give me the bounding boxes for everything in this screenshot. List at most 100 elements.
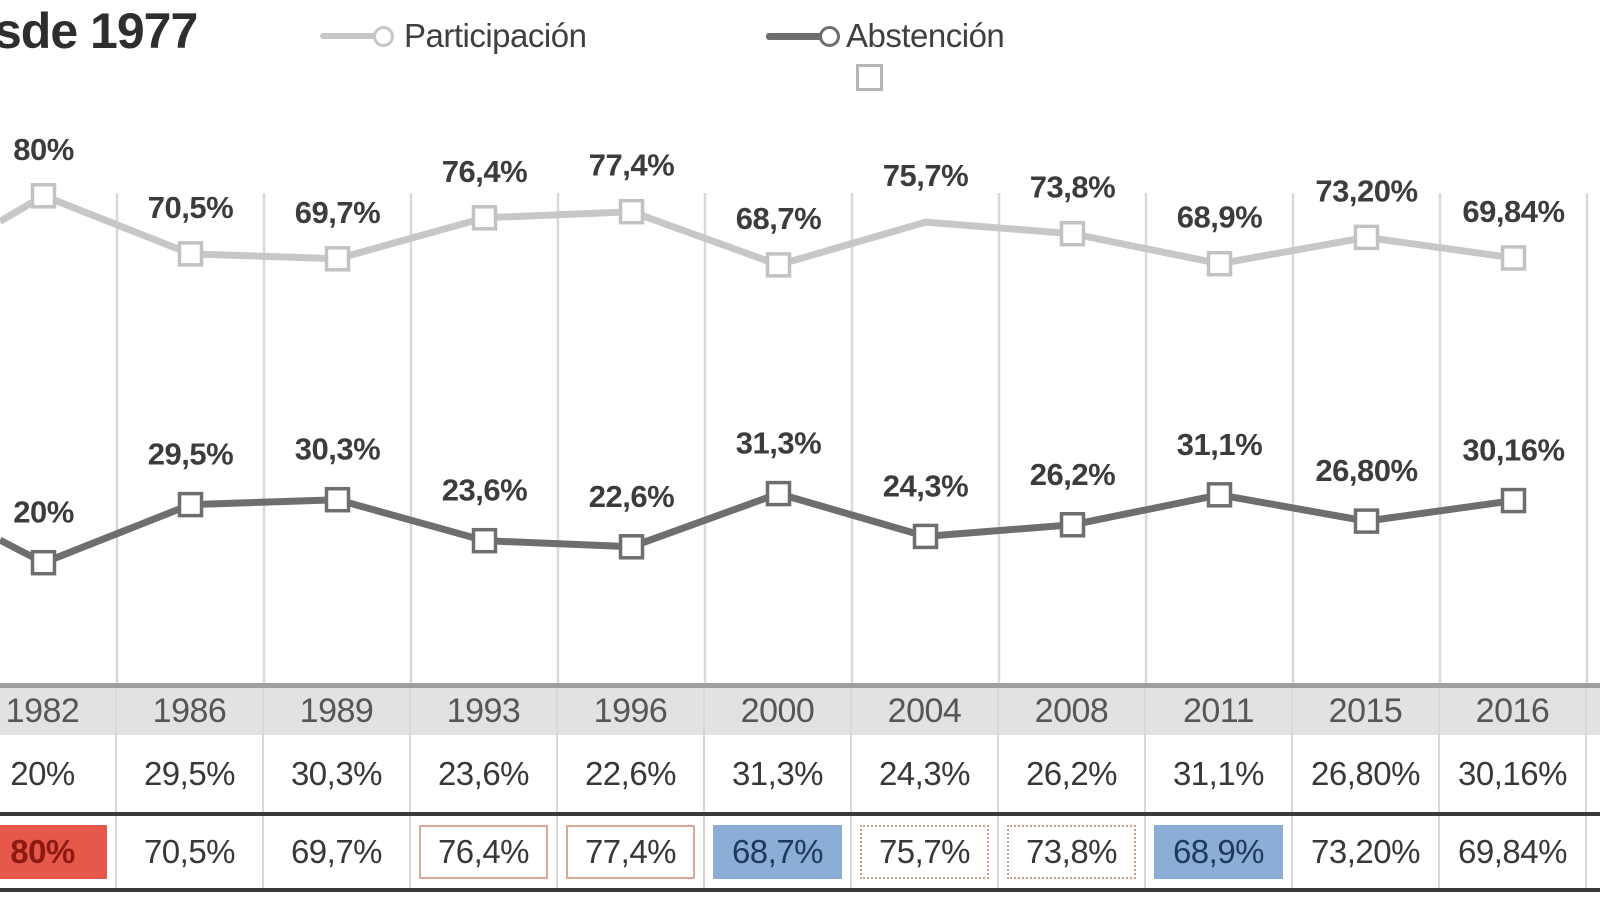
participacion-cell: 80% <box>0 816 117 888</box>
table-stub <box>1587 735 1600 812</box>
year-cell: 2015 <box>1293 688 1440 735</box>
abstencion-value: 24,3% <box>878 754 971 792</box>
participacion-value: 69,7% <box>290 833 383 870</box>
year-header-row: 1982 1986 1989 1993 1996 2000 2004 2008 2011 2015… <box>0 683 1600 735</box>
abstencion-line-swatch <box>766 32 824 40</box>
abstencion-cell: 22,6% <box>558 735 705 812</box>
abstencion-marker <box>324 486 351 513</box>
participacion-marker <box>30 183 57 209</box>
participacion-cell: 73,20% <box>1293 816 1440 888</box>
abstencion-row: 20% 29,5% 30,3% 23,6% 22,6% 31,3% 24,3% 26,2% 31… <box>0 735 1600 816</box>
participacion-marker <box>1206 250 1233 277</box>
participacion-data-label: 68,9% <box>1177 200 1262 235</box>
legend-item-abstencion: Abstención <box>766 16 1005 56</box>
highlight-fill-red: 80% <box>0 825 107 879</box>
abstencion-cell: 29,5% <box>117 735 264 812</box>
year-cell: 1982 <box>0 688 117 735</box>
abstencion-marker <box>1353 508 1380 534</box>
circle-marker-icon <box>819 25 840 47</box>
abstencion-value: 29,5% <box>143 754 236 792</box>
abstencion-value: 31,1% <box>1172 754 1265 792</box>
abstencion-marker <box>1206 482 1233 508</box>
circle-marker-icon <box>373 25 394 47</box>
participacion-line <box>0 192 1514 269</box>
abstencion-data-label: 26,80% <box>1315 453 1417 488</box>
participacion-data-label: 73,8% <box>1030 170 1115 205</box>
participacion-marker <box>471 205 498 231</box>
participacion-cell: 68,9% <box>1146 816 1293 888</box>
abstencion-data-label: 24,3% <box>883 468 968 503</box>
year-cell: 2000 <box>705 688 852 735</box>
abstencion-marker <box>765 480 792 507</box>
participacion-marker <box>1059 220 1086 247</box>
participacion-cell: 77,4% <box>558 816 705 888</box>
abstencion-data-label: 29,5% <box>148 437 233 472</box>
abstencion-cell: 30,3% <box>264 735 411 812</box>
legend-item-participacion: Participación <box>320 16 587 56</box>
abstencion-cell: 31,1% <box>1146 735 1293 812</box>
highlight-outline-dotted: 73,8% <box>1007 825 1136 879</box>
abstencion-data-label: 23,6% <box>442 473 527 508</box>
abstencion-value: 31,3% <box>731 754 824 792</box>
abstencion-marker <box>471 527 498 554</box>
participacion-marker <box>1500 245 1527 271</box>
legend-label-participacion: Participación <box>404 17 587 54</box>
square-marker-icon <box>856 64 883 91</box>
year-cell: 2011 <box>1146 688 1293 735</box>
participacion-cell: 69,84% <box>1440 816 1587 888</box>
participacion-marker <box>618 198 645 225</box>
table-stub <box>1587 688 1600 735</box>
abstencion-marker <box>618 534 645 560</box>
participacion-marker <box>177 241 204 267</box>
year-cell: 1996 <box>558 688 705 735</box>
abstencion-value: 26,2% <box>1025 754 1118 792</box>
abstencion-cell: 24,3% <box>852 735 999 812</box>
year-cell: 2016 <box>1440 688 1587 735</box>
participacion-cell: 76,4% <box>411 816 558 888</box>
abstencion-value: 22,6% <box>584 754 677 792</box>
abstencion-marker <box>30 549 57 576</box>
year-cell: 2004 <box>852 688 999 735</box>
abstencion-marker <box>912 523 939 550</box>
participacion-cell: 75,7% <box>852 816 999 888</box>
abstencion-marker <box>1500 487 1527 514</box>
participacion-marker <box>765 252 792 278</box>
abstencion-cell: 20% <box>0 735 117 812</box>
participacion-cell: 68,7% <box>705 816 852 888</box>
abstencion-data-label: 31,1% <box>1177 427 1262 462</box>
participacion-marker <box>1353 224 1380 251</box>
participacion-data-label: 75,7% <box>883 158 968 193</box>
abstencion-data-label: 30,3% <box>295 432 380 467</box>
participacion-data-label: 73,20% <box>1315 173 1417 208</box>
table-stub <box>1587 816 1600 888</box>
highlight-outline-solid: 76,4% <box>419 825 548 879</box>
participacion-marker <box>324 246 351 272</box>
participacion-value: 69,84% <box>1458 833 1567 870</box>
abstencion-value: 26,80% <box>1311 754 1420 792</box>
highlight-outline-dotted: 75,7% <box>860 825 989 879</box>
abstencion-marker <box>1059 512 1086 538</box>
abstencion-cell: 26,2% <box>999 735 1146 812</box>
abstencion-cell: 31,3% <box>705 735 852 812</box>
participacion-cell: 70,5% <box>117 816 264 888</box>
year-cell: 1989 <box>264 688 411 735</box>
abstencion-cell: 26,80% <box>1293 735 1440 812</box>
year-cell: 1986 <box>117 688 264 735</box>
abstencion-cell: 30,16% <box>1440 735 1587 812</box>
participacion-data-label: 68,7% <box>736 201 821 236</box>
participacion-row: 80% 70,5% 69,7% 76,4% 77,4% 68,7% 75,7% 73,8% 68… <box>0 816 1600 892</box>
abstencion-data-label: 20% <box>13 495 74 530</box>
abstencion-data-label: 26,2% <box>1030 457 1115 492</box>
abstencion-value: 23,6% <box>437 754 530 792</box>
year-cell: 1993 <box>411 688 558 735</box>
participacion-data-label: 80% <box>13 132 74 167</box>
abstencion-value: 30,3% <box>290 754 383 792</box>
participacion-data-label: 69,84% <box>1462 194 1564 229</box>
abstencion-value: 30,16% <box>1458 754 1567 792</box>
participacion-value: 73,20% <box>1311 833 1420 870</box>
year-cell: 2008 <box>999 688 1146 735</box>
highlight-fill-blue: 68,9% <box>1154 825 1283 879</box>
participacion-data-label: 76,4% <box>442 154 527 189</box>
